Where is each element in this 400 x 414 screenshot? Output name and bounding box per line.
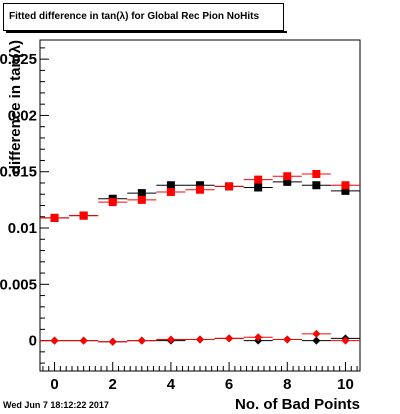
data-point-square (312, 181, 321, 190)
x-tick-label: 6 (225, 376, 233, 393)
y-tick-label: 0.01 (8, 220, 37, 237)
data-point-diamond (196, 335, 204, 344)
chart-title: Fitted difference in tan(λ) for Global R… (3, 3, 287, 33)
data-point-square (196, 185, 204, 194)
data-point-square (341, 181, 350, 190)
y-tick-label: 0.015 (0, 164, 37, 181)
data-point-square (50, 213, 59, 222)
data-point-square (254, 183, 263, 192)
y-axis-ticks: 0 0.005 0.01 0.015 0.02 0.025 (0, 47, 49, 364)
data-markers (40, 169, 360, 346)
x-axis-ticks: 0 2 4 6 8 10 (42, 362, 358, 393)
data-point-diamond (166, 335, 175, 344)
data-point-square (196, 181, 204, 190)
y-tick-label: 0.005 (0, 276, 37, 293)
data-point-diamond (312, 329, 321, 338)
y-tick-label: 0.025 (0, 51, 37, 68)
x-tick-label: 10 (337, 376, 354, 393)
data-point-diamond (283, 335, 292, 344)
data-point-square (312, 169, 321, 178)
x-axis-label: No. of Bad Points (235, 396, 360, 413)
data-point-square (166, 187, 175, 196)
data-point-square (283, 177, 292, 186)
data-point-diamond (79, 336, 88, 345)
data-point-diamond (50, 336, 59, 345)
data-point-diamond (225, 334, 234, 343)
data-point-diamond (341, 336, 350, 345)
plot-frame (39, 39, 361, 372)
x-tick-label: 2 (109, 376, 117, 393)
data-point-square (166, 181, 175, 190)
data-point-square (137, 189, 146, 198)
data-point-square (137, 195, 146, 204)
data-point-square (108, 198, 117, 207)
data-point-diamond (108, 337, 117, 346)
data-point-square (254, 175, 263, 184)
x-tick-label: 8 (283, 376, 291, 393)
y-axis-label: difference in tan(λ) (7, 40, 24, 174)
data-point-diamond (254, 333, 263, 342)
data-point-square (283, 172, 292, 181)
data-point-diamond (312, 336, 321, 345)
data-point-square (225, 182, 234, 191)
x-tick-label: 0 (50, 376, 58, 393)
x-tick-label: 4 (167, 376, 176, 393)
y-tick-label: 0.02 (8, 107, 37, 124)
data-point-square (341, 186, 350, 195)
timestamp: Wed Jun 7 18:12:22 2017 (3, 400, 109, 410)
y-tick-label: 0 (29, 333, 37, 350)
data-point-square (79, 211, 88, 220)
data-point-diamond (137, 336, 146, 345)
